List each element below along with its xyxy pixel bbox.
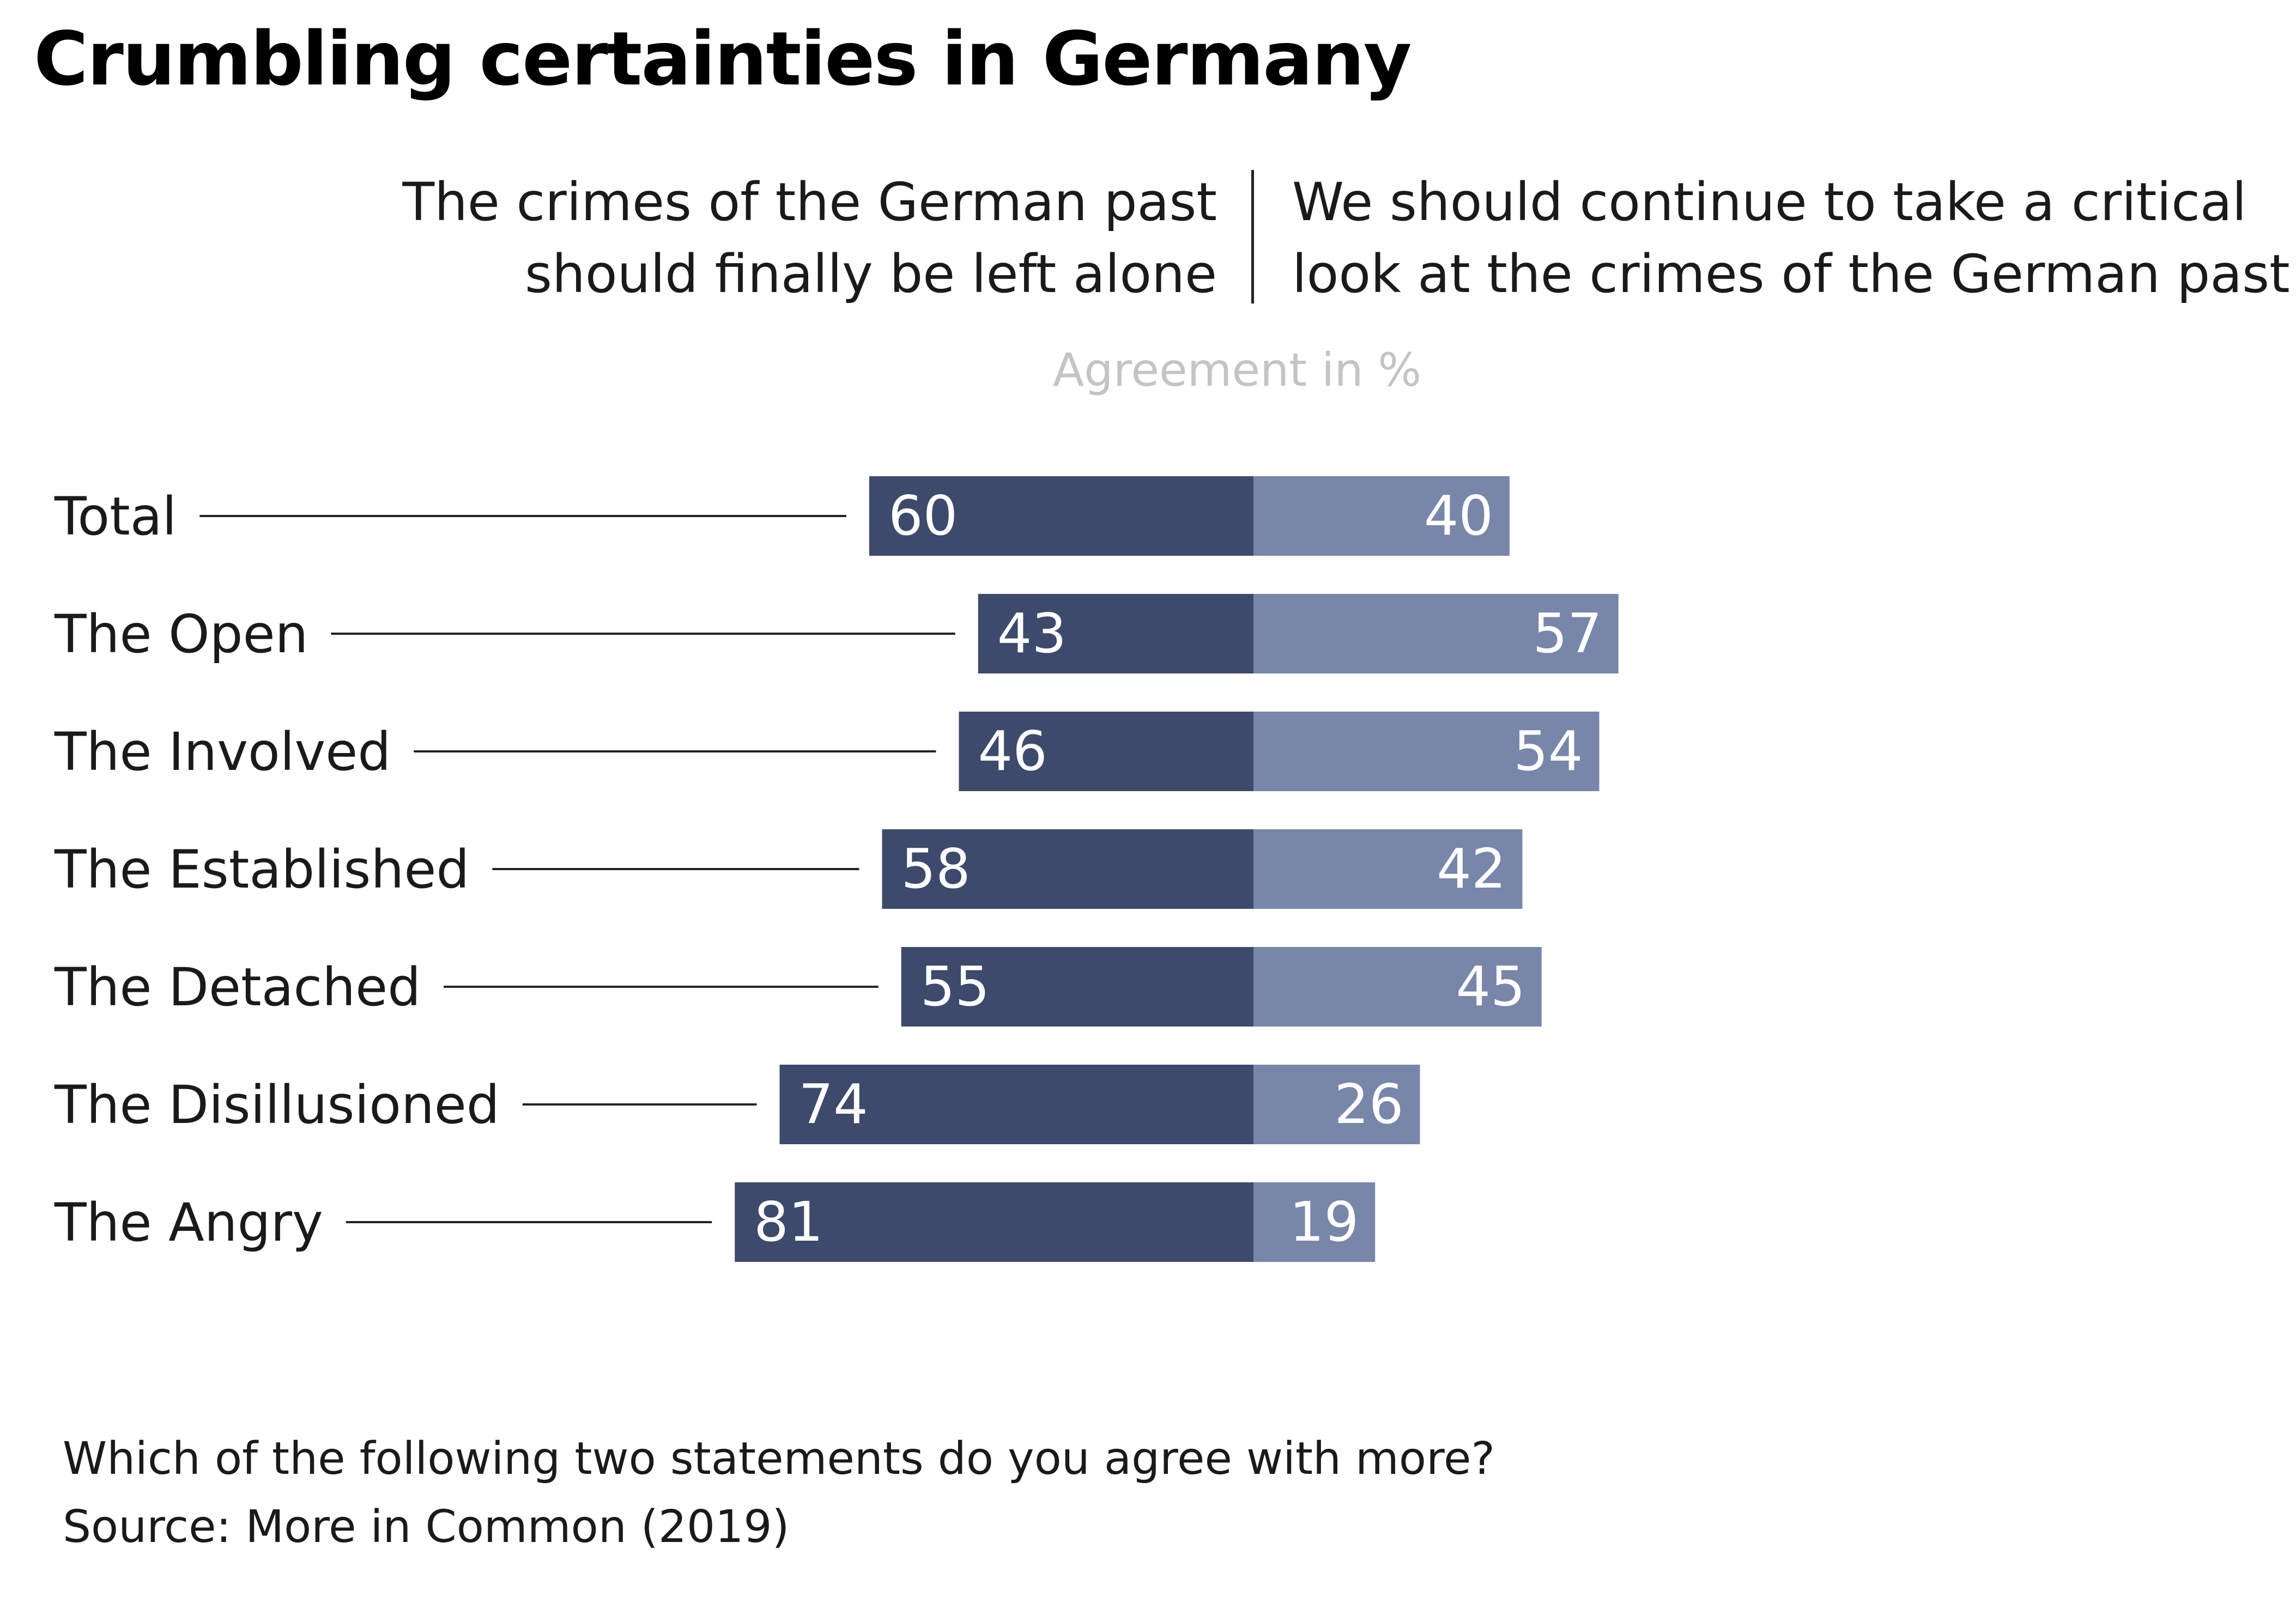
right-statement-header: We should continue to take a critical lo… — [1292, 166, 2290, 310]
bar-left-the-open — [978, 594, 1253, 673]
left-statement-line-2: should finally be left alone — [524, 244, 1217, 305]
chart-title: Crumbling certainties in Germany — [34, 16, 1412, 102]
source-note: Source: More in Common (2019) — [63, 1501, 790, 1553]
value-label-right-the-open: 57 — [1533, 602, 1602, 665]
bar-left-the-disillusioned — [779, 1065, 1253, 1144]
bar-right-the-established — [1253, 829, 1523, 909]
value-label-left-the-disillusioned: 74 — [799, 1072, 868, 1136]
bar-left-total — [869, 476, 1253, 556]
category-label-the-disillusioned: The Disillusioned — [54, 1074, 500, 1136]
bar-left-the-involved — [959, 712, 1253, 791]
bar-right-total — [1253, 476, 1510, 556]
bar-right-the-disillusioned — [1253, 1065, 1420, 1144]
axis-unit-label: Agreement in % — [1052, 343, 1422, 397]
bar-left-the-angry — [735, 1182, 1253, 1262]
bar-right-the-detached — [1253, 947, 1542, 1027]
bar-right-the-open — [1253, 594, 1619, 673]
right-statement-line-2: look at the crimes of the German past — [1292, 244, 2290, 305]
left-statement-header: The crimes of the German past should fin… — [402, 166, 1217, 310]
survey-question-note: Which of the following two statements do… — [63, 1433, 1495, 1485]
value-label-left-the-established: 58 — [901, 837, 971, 901]
value-label-right-the-angry: 19 — [1289, 1190, 1359, 1254]
value-label-left-total: 60 — [888, 484, 958, 548]
right-statement-line-1: We should continue to take a critical — [1292, 172, 2247, 233]
value-label-right-the-established: 42 — [1437, 837, 1506, 901]
left-statement-line-1: The crimes of the German past — [402, 172, 1217, 233]
value-label-left-the-angry: 81 — [754, 1190, 823, 1254]
value-label-right-the-disillusioned: 26 — [1334, 1072, 1403, 1136]
bar-right-the-involved — [1253, 712, 1600, 791]
category-label-the-open: The Open — [54, 604, 308, 665]
value-label-left-the-open: 43 — [997, 602, 1067, 665]
bar-right-the-angry — [1253, 1182, 1376, 1262]
category-label-the-detached: The Detached — [54, 957, 421, 1018]
value-label-right-total: 40 — [1424, 484, 1493, 548]
category-label-the-involved: The Involved — [54, 721, 391, 782]
bar-left-the-established — [882, 829, 1253, 909]
value-label-right-the-detached: 45 — [1456, 955, 1525, 1018]
category-label-total: Total — [54, 486, 177, 547]
bar-left-the-detached — [901, 947, 1253, 1027]
value-label-left-the-involved: 46 — [978, 719, 1047, 783]
header-divider — [1251, 170, 1254, 303]
value-label-right-the-involved: 54 — [1513, 719, 1583, 783]
category-label-the-established: The Established — [54, 839, 469, 900]
value-label-left-the-detached: 55 — [920, 955, 990, 1018]
category-label-the-angry: The Angry — [54, 1192, 323, 1253]
